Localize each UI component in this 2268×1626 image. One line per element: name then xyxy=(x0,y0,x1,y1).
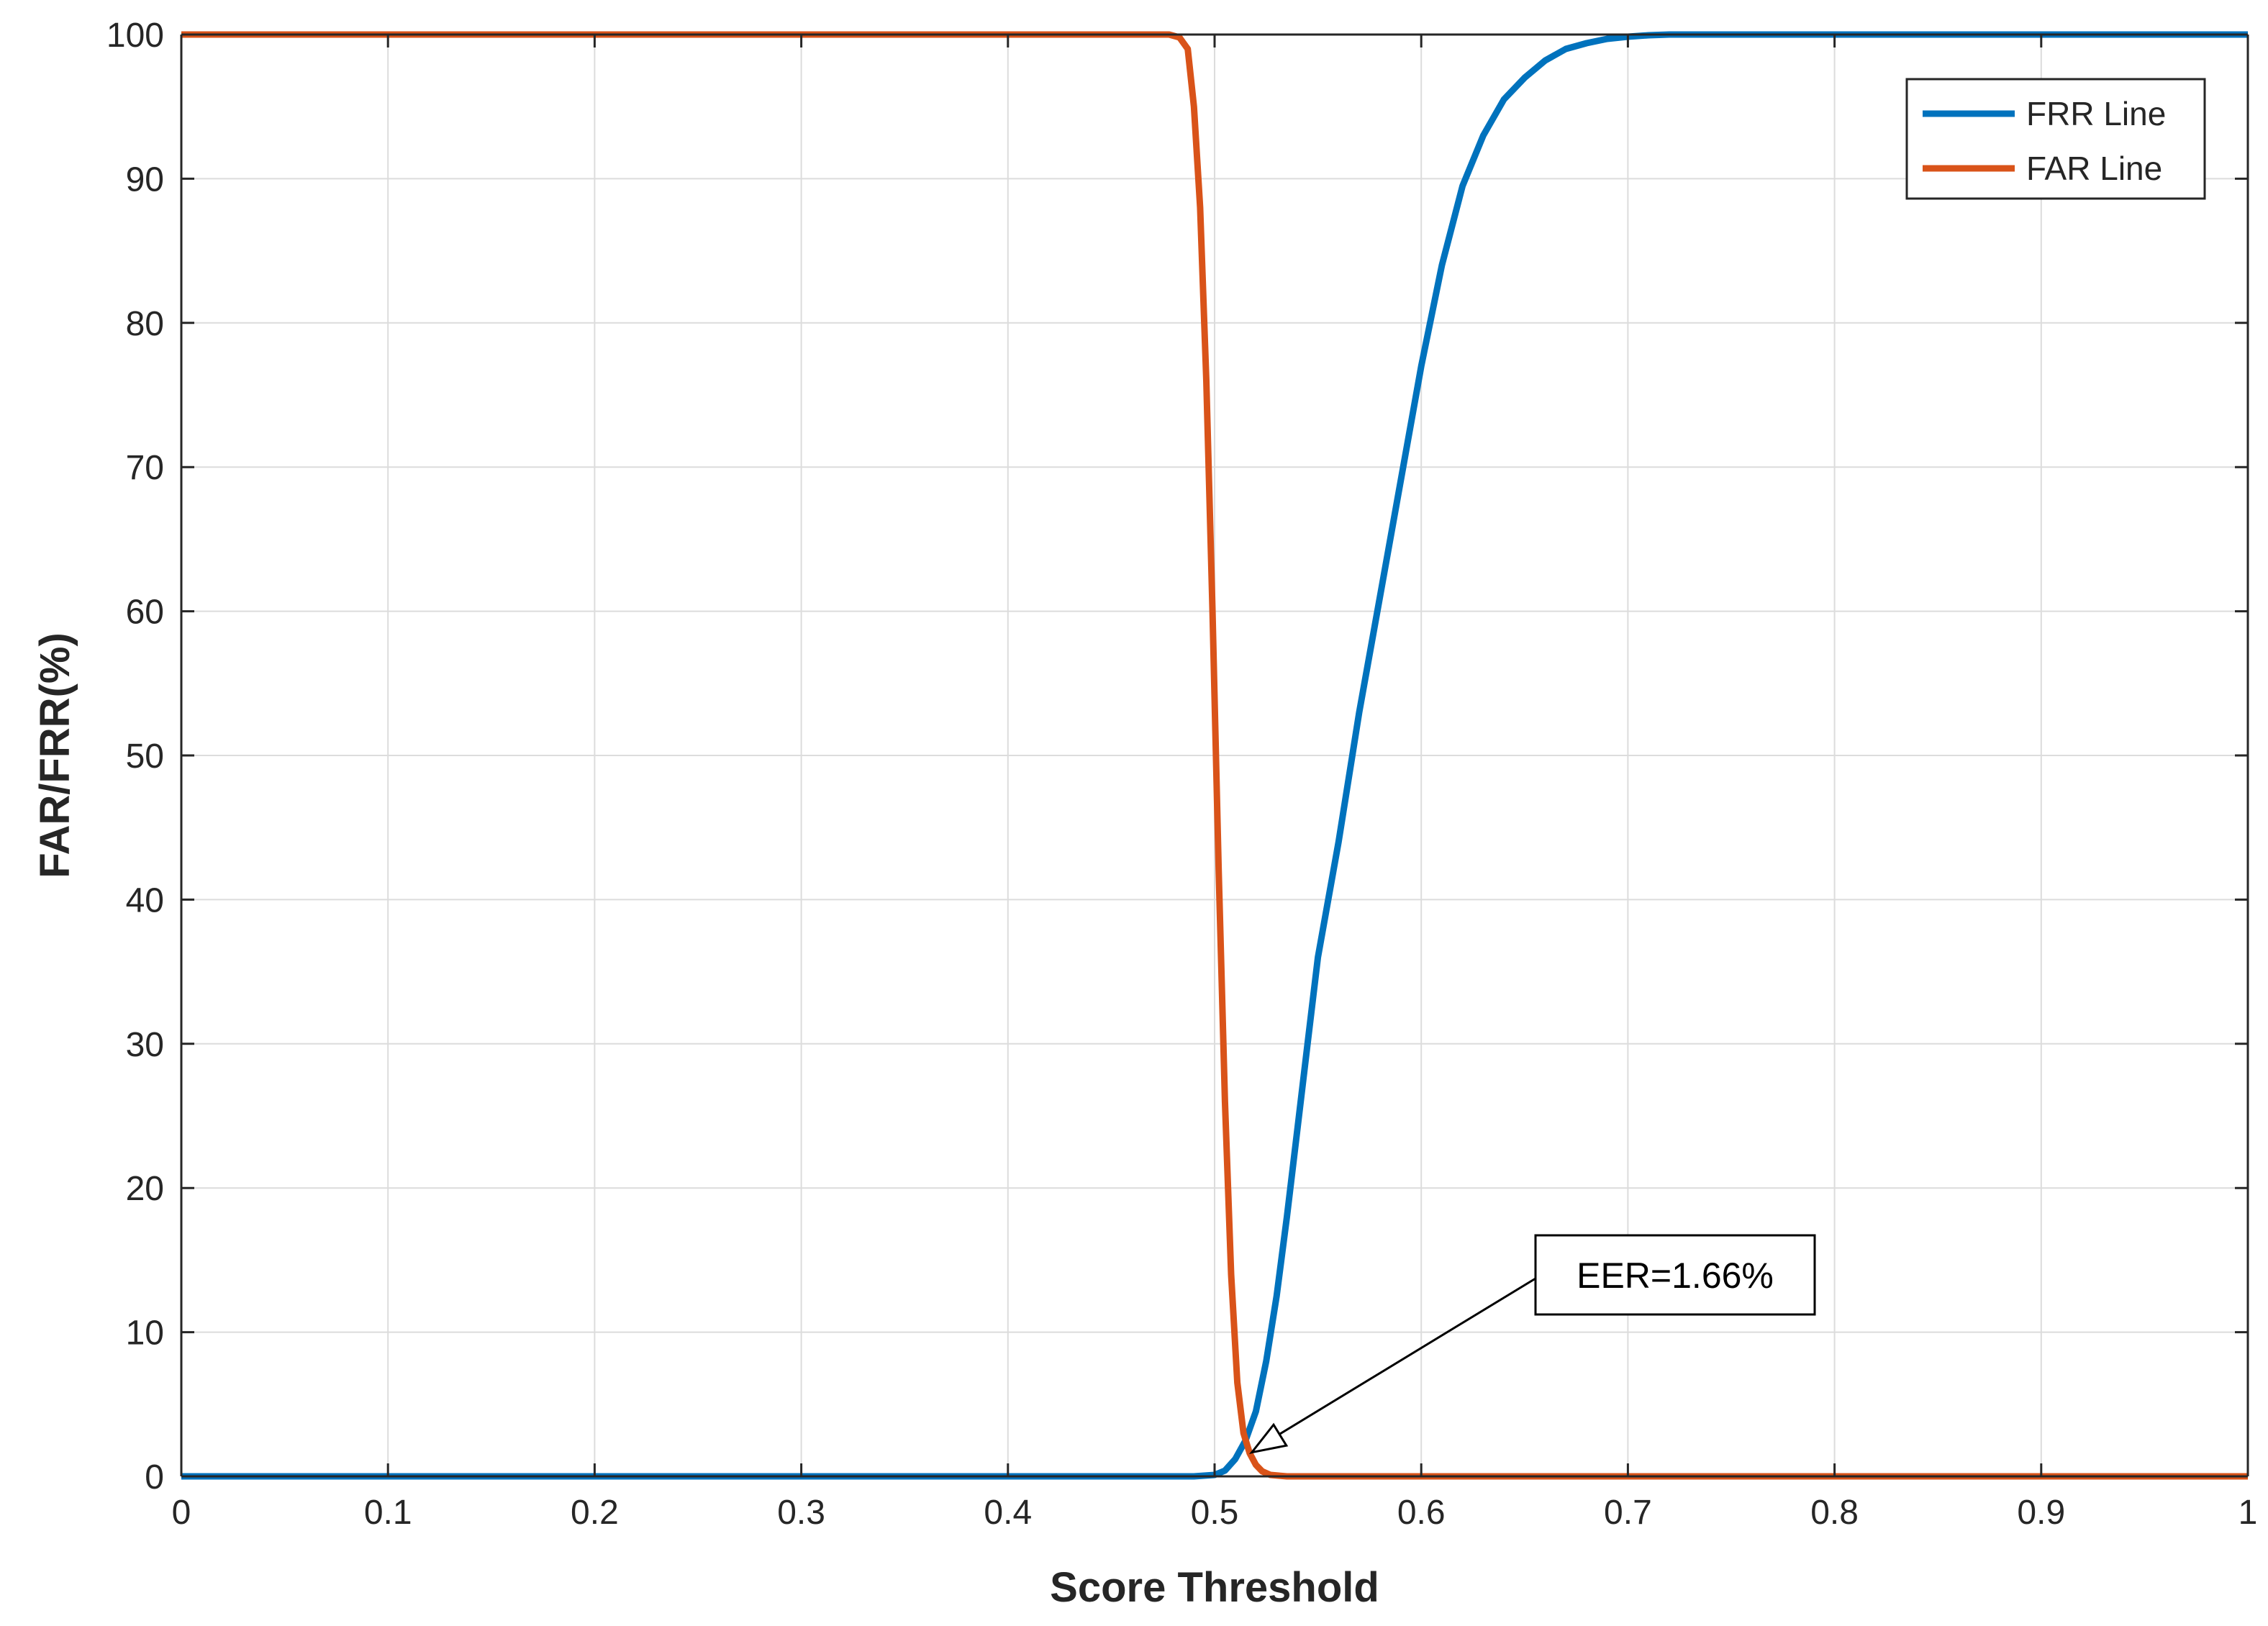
y-tick-label: 60 xyxy=(126,594,164,632)
y-tick-label: 50 xyxy=(126,737,164,776)
y-tick-label: 10 xyxy=(126,1314,164,1353)
eer-arrow-line xyxy=(1258,1277,1536,1448)
x-tick-label: 0.7 xyxy=(1604,1494,1652,1532)
x-tick-label: 0.2 xyxy=(571,1494,619,1532)
legend: FRR Line FAR Line xyxy=(1905,78,2206,200)
x-tick-label: 1 xyxy=(2238,1494,2258,1532)
y-tick-label: 100 xyxy=(106,17,164,55)
axes xyxy=(180,33,2249,1478)
x-tick-label: 0.4 xyxy=(984,1494,1032,1532)
x-tick-label: 0.3 xyxy=(777,1494,825,1532)
y-tick-label: 20 xyxy=(126,1170,164,1208)
legend-label-far-line: FAR Line xyxy=(2026,150,2162,187)
y-tick-label: 30 xyxy=(126,1026,164,1064)
legend-label-frr-line: FRR Line xyxy=(2026,95,2166,132)
y-tick-label: 70 xyxy=(126,449,164,487)
axis-labels: Score Threshold FAR/FRR(%) xyxy=(32,632,1379,1611)
eer-annotation: EER=1.66% xyxy=(1249,1234,1816,1454)
x-tick-label: 0.8 xyxy=(1810,1494,1859,1532)
x-tick-label: 0.1 xyxy=(364,1494,412,1532)
tick-labels: 0 0.1 0.2 0.3 0.4 0.5 0.6 0.7 0.8 0.9 101020304050… xyxy=(106,17,2257,1532)
eer-annotation-box xyxy=(1534,1234,1816,1316)
y-tick-label: 40 xyxy=(126,881,164,919)
x-tick-label: 0.5 xyxy=(1191,1494,1239,1532)
legend-box xyxy=(1905,78,2206,200)
series-layer xyxy=(181,31,2248,1480)
x-tick-label: 0 xyxy=(172,1494,191,1532)
x-axis-label: Score Threshold xyxy=(1050,1564,1379,1611)
y-axis-label: FAR/FRR(%) xyxy=(32,632,78,878)
y-tick-label: 90 xyxy=(126,160,164,199)
x-tick-label: 0.6 xyxy=(1397,1494,1446,1532)
y-tick-label: 0 xyxy=(145,1458,164,1496)
y-tick-label: 80 xyxy=(126,305,164,343)
eer-annotation-text: EER=1.66% xyxy=(1577,1255,1774,1296)
far-line-series xyxy=(181,31,2248,1480)
eer-arrow-head xyxy=(1249,1422,1289,1454)
x-tick-label: 0.9 xyxy=(2017,1494,2065,1532)
